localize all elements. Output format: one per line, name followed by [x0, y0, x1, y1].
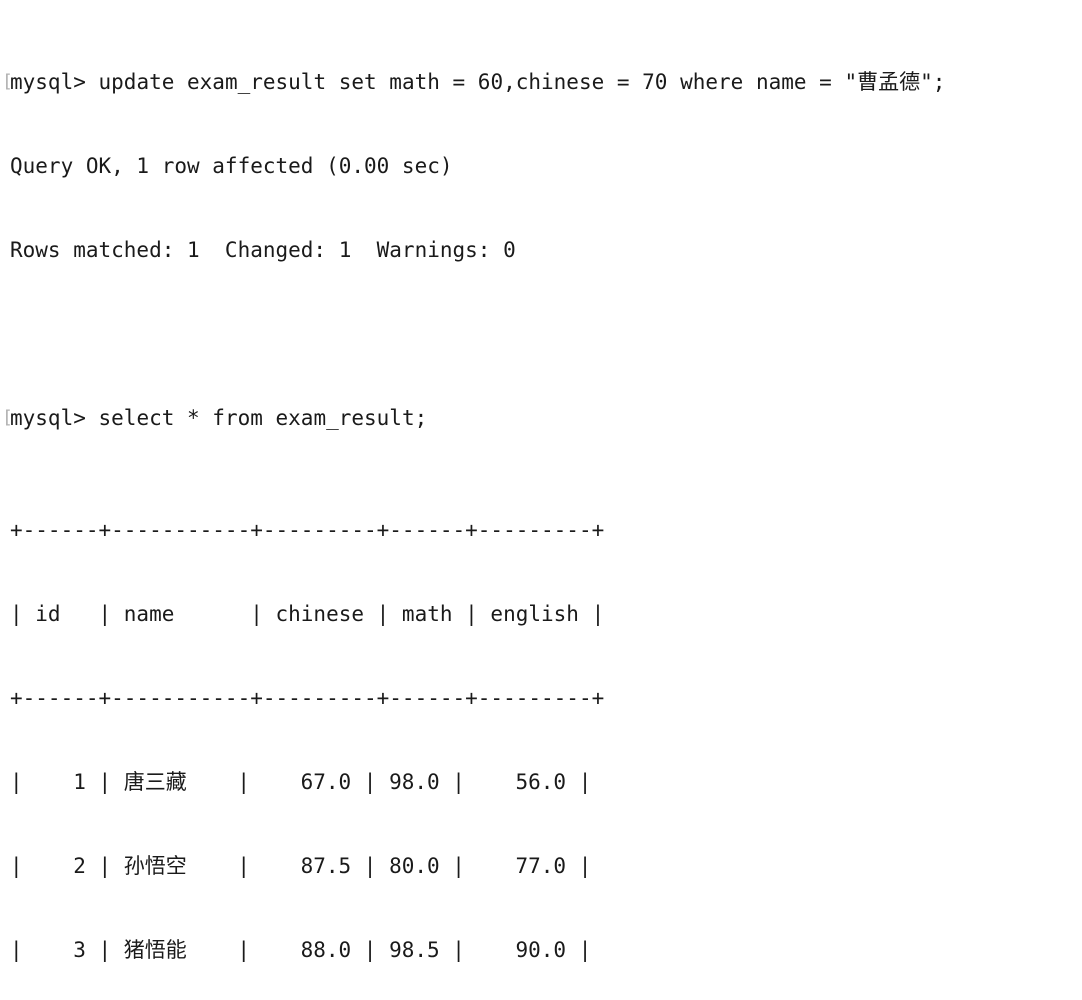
table-border-mid: +------+-----------+---------+------+---…	[10, 686, 605, 710]
mysql-prompt: mysql>	[10, 406, 99, 430]
table-row: | 3 | 猪悟能 | 88.0 | 98.5 | 90.0 |	[10, 938, 592, 962]
table-row: | 2 | 孙悟空 | 87.5 | 80.0 | 77.0 |	[10, 854, 592, 878]
mysql-prompt: mysql>	[10, 70, 99, 94]
update-command: update exam_result set math = 60,chinese…	[98, 70, 946, 94]
terminal-output: [mysql> update exam_result set math = 60…	[2, 12, 946, 1000]
command-line-select[interactable]: [mysql> select * from exam_result;	[2, 404, 945, 432]
blank-line	[10, 320, 945, 348]
rows-matched-message: Rows matched: 1 Changed: 1 Warnings: 0	[10, 238, 516, 262]
command-line-update[interactable]: [mysql> update exam_result set math = 60…	[2, 68, 946, 96]
prompt-bracket: [	[2, 407, 13, 428]
table-border-top: +------+-----------+---------+------+---…	[10, 518, 605, 542]
prompt-bracket: [	[2, 71, 13, 92]
query-ok-message: Query OK, 1 row affected (0.00 sec)	[10, 154, 453, 178]
table-header-row: | id | name | chinese | math | english |	[10, 602, 605, 626]
table-row: | 1 | 唐三藏 | 67.0 | 98.0 | 56.0 |	[10, 770, 592, 794]
select-command: select * from exam_result;	[98, 406, 428, 430]
